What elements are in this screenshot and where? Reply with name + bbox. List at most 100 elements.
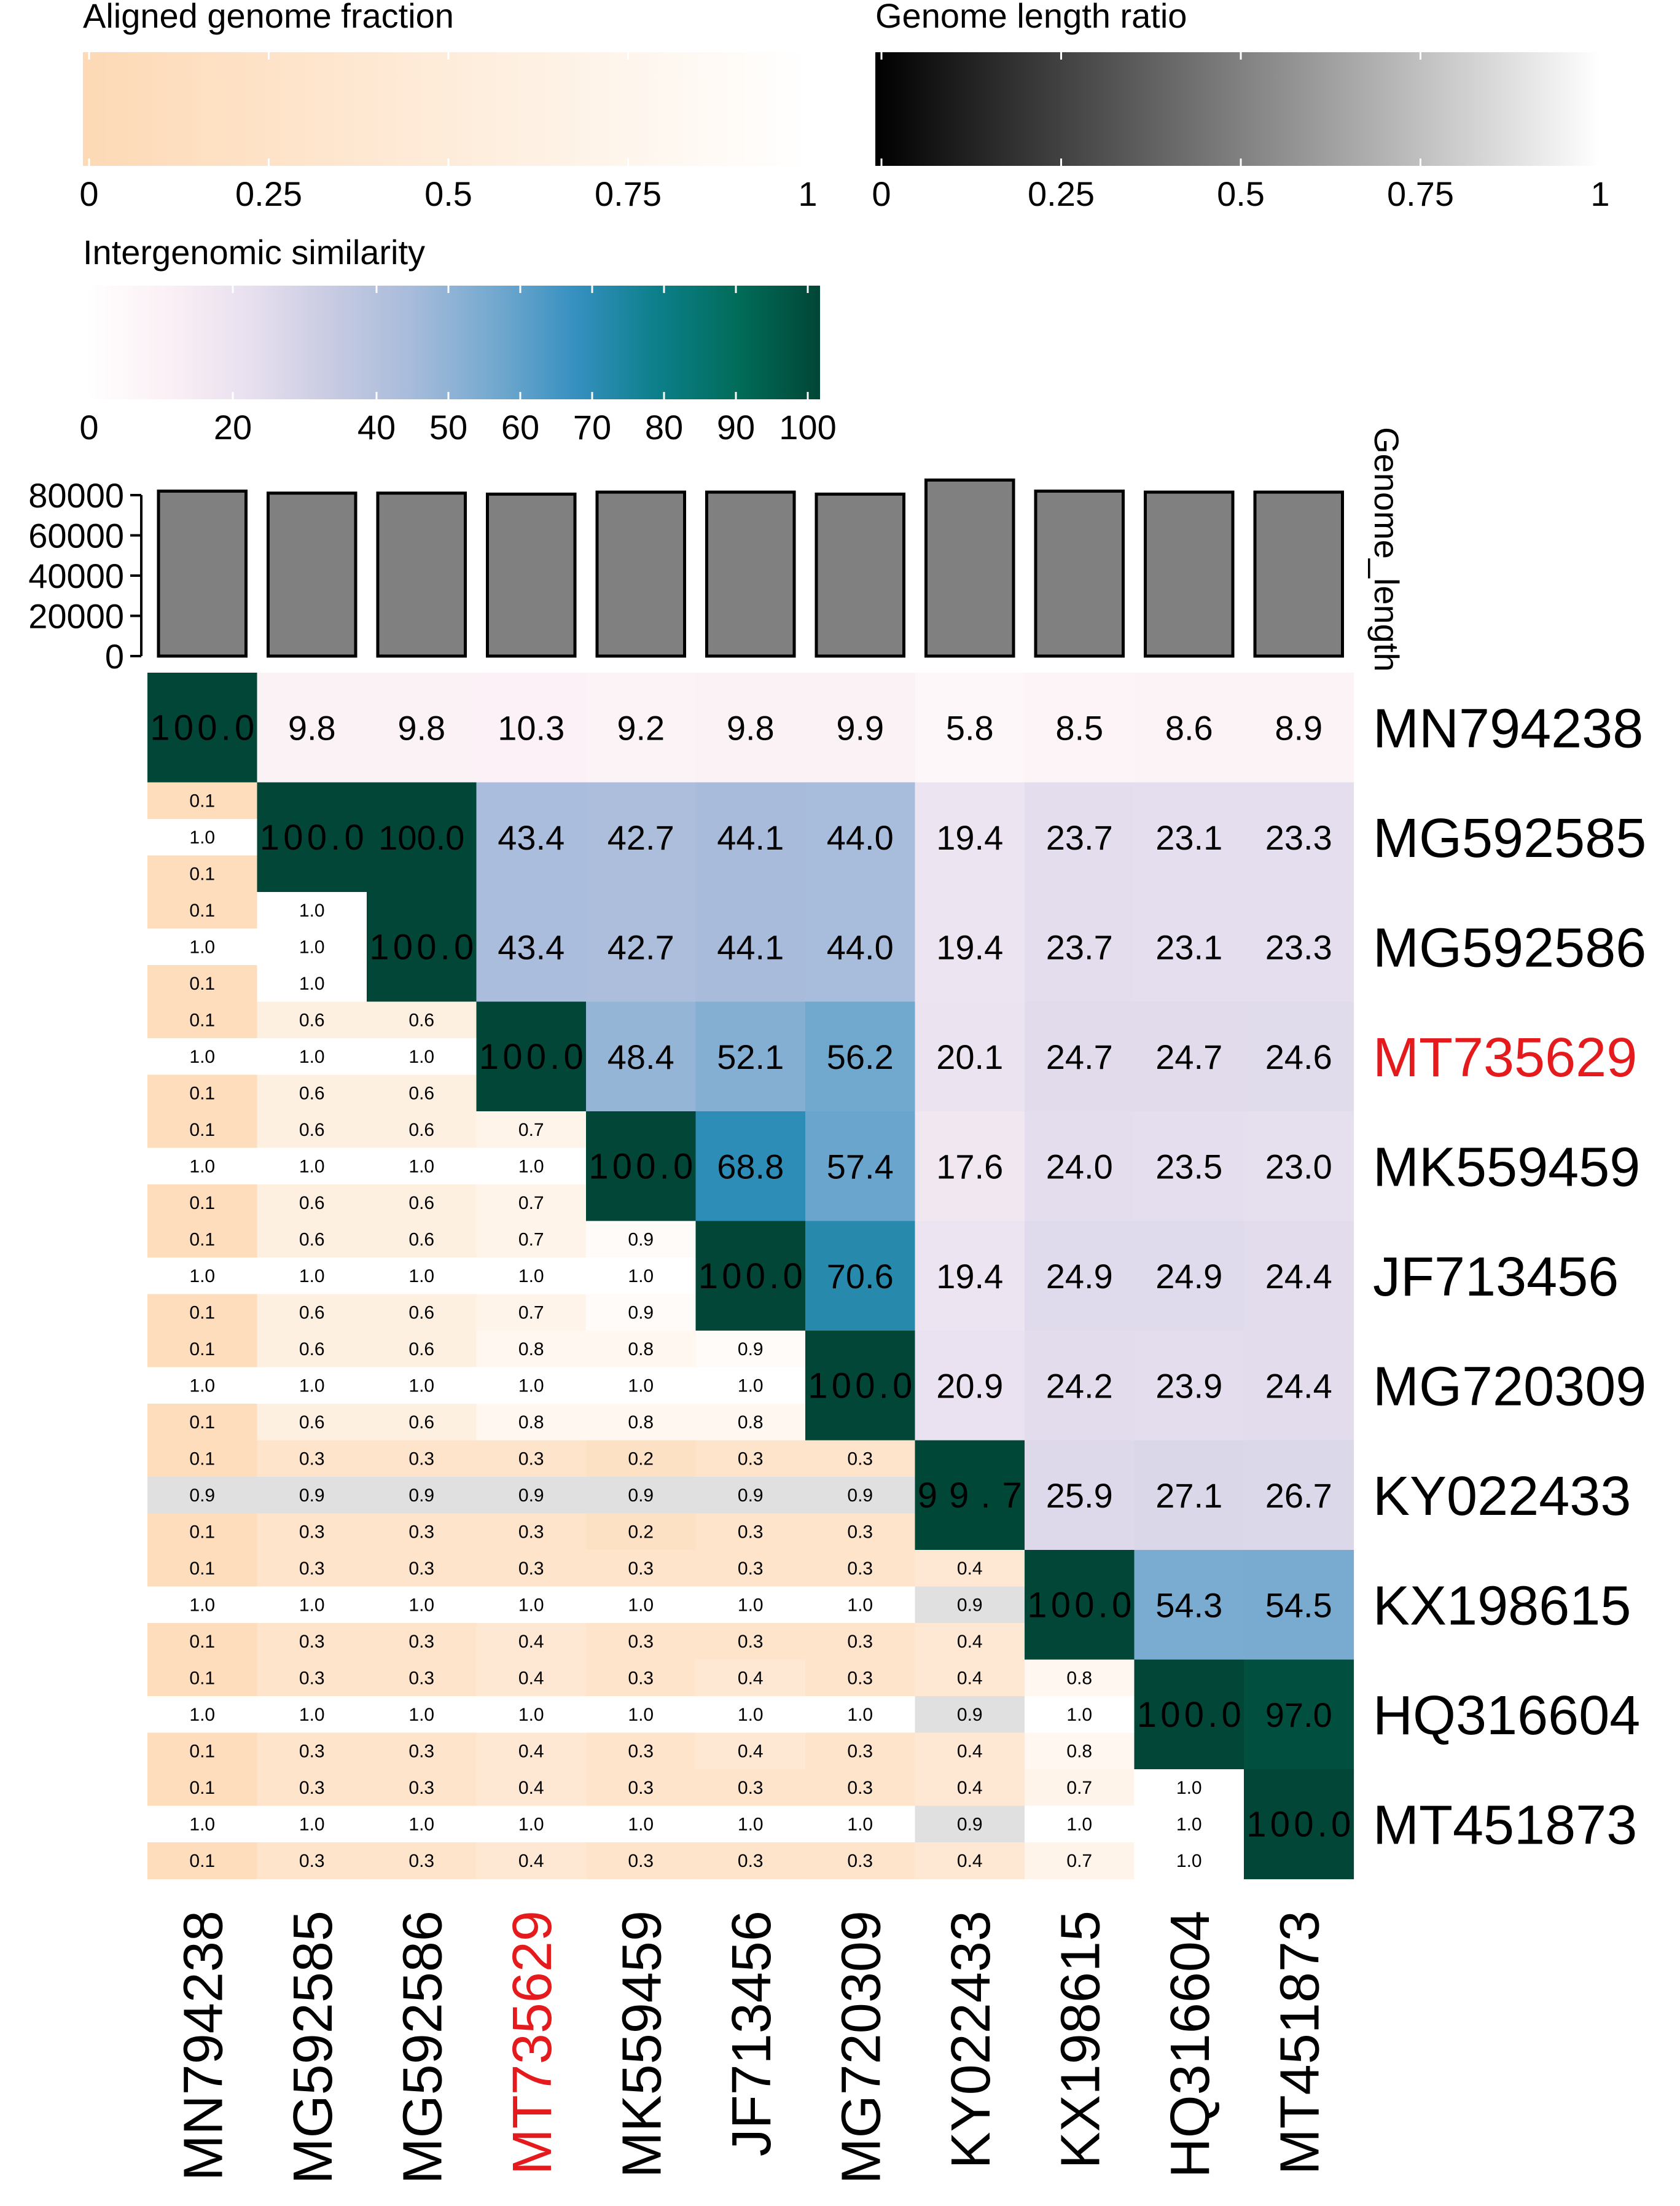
aligned-fraction-cell: [805, 1513, 916, 1551]
length-ratio-value: 1.0: [189, 1375, 215, 1396]
aligned-fraction-value: 0.3: [299, 1668, 325, 1688]
length-ratio-cell: [257, 1367, 367, 1404]
aligned-fraction-cell: [257, 965, 367, 1003]
heatmap-cell: [695, 673, 806, 783]
length-ratio-value: 0.9: [957, 1814, 983, 1834]
similarity-value: 26.7: [1265, 1476, 1332, 1515]
bar-y-tick-label: 0: [105, 637, 124, 676]
heatmap-cell: [695, 1111, 806, 1222]
length-ratio-value: 1.0: [189, 1047, 215, 1067]
aligned-fraction-value: 0.1: [189, 1741, 215, 1761]
similarity-value: 70.6: [827, 1257, 894, 1296]
aligned-fraction-value: 0.3: [408, 1778, 434, 1798]
aligned-fraction-value: 0.3: [299, 1559, 325, 1579]
heatmap-cell: [805, 782, 916, 893]
length-ratio-value: 1.0: [847, 1705, 873, 1725]
aligned-fraction-cell: [147, 1001, 258, 1039]
similarity-value: 23.9: [1155, 1366, 1222, 1405]
heatmap-cell: [805, 1111, 916, 1222]
genome-length-bar: [924, 478, 1015, 658]
aligned-fraction-cell: [476, 1732, 587, 1770]
length-ratio-cell: [476, 1257, 587, 1295]
heatmap-cell: [367, 782, 477, 893]
similarity-value: 19.4: [936, 1257, 1003, 1296]
heatmap-cell: [1244, 1331, 1354, 1441]
aligned-fraction-value: 0.3: [299, 1522, 325, 1542]
aligned-fraction-value: 0.9: [628, 1302, 654, 1323]
aligned-fraction-cell: [915, 1732, 1025, 1770]
similarity-value: 52.1: [717, 1038, 784, 1076]
similarity-value: 97.0: [1265, 1696, 1332, 1734]
length-ratio-cell: [695, 1805, 806, 1843]
heatmap-cell: [915, 673, 1025, 783]
length-ratio-value: 1.0: [628, 1595, 654, 1615]
length-ratio-value: 0.9: [738, 1485, 764, 1506]
length-ratio-value: 1.0: [408, 1375, 434, 1396]
length-ratio-value: 1.0: [518, 1156, 544, 1176]
length-ratio-cell: [257, 1586, 367, 1624]
aligned-fraction-value: 0.3: [847, 1449, 873, 1469]
aligned-fraction-value: 0.3: [408, 1668, 434, 1688]
heatmap-cell: [1025, 782, 1135, 893]
aligned-fraction-cell: [257, 1001, 367, 1039]
similarity-value: 100.0: [1027, 1585, 1131, 1625]
aligned-fraction-value: 0.8: [628, 1412, 654, 1433]
length-ratio-cell: [1134, 1805, 1244, 1843]
similarity-value: 23.5: [1155, 1147, 1222, 1186]
aligned-fraction-value: 0.6: [408, 1010, 434, 1030]
aligned-fraction-value: 0.3: [628, 1559, 654, 1579]
aligned-fraction-value: 0.8: [518, 1339, 544, 1359]
aligned-fraction-cell: [695, 1769, 806, 1807]
aligned-fraction-cell: [367, 1623, 477, 1660]
similarity-value: 24.6: [1265, 1038, 1332, 1076]
similarity-value: 48.4: [608, 1038, 674, 1076]
length-ratio-value: 1.0: [189, 1814, 215, 1834]
heatmap-cell: [1244, 1550, 1354, 1660]
length-ratio-value: 1.0: [518, 1705, 544, 1725]
heatmap-cell: [1134, 1001, 1244, 1112]
length-ratio-value: 1.0: [408, 1814, 434, 1834]
length-ratio-cell: [147, 1148, 258, 1185]
heatmap-cell: [257, 673, 367, 783]
aligned-fraction-cell: [586, 1769, 697, 1807]
length-ratio-cell: [257, 1257, 367, 1295]
aligned-fraction-cell: [586, 1440, 697, 1477]
row-label: MG592586: [1373, 917, 1646, 979]
aligned-fraction-value: 0.3: [738, 1851, 764, 1871]
length-ratio-value: 1.0: [189, 1156, 215, 1176]
aligned-fraction-cell: [805, 1623, 916, 1660]
length-ratio-cell: [695, 1477, 806, 1514]
aligned-fraction-value: 0.8: [628, 1339, 654, 1359]
similarity-value: 5.8: [946, 708, 994, 747]
heatmap-cell: [1244, 1111, 1354, 1222]
aligned-fraction-value: 0.3: [847, 1741, 873, 1761]
similarity-value: 23.7: [1046, 928, 1113, 966]
aligned-fraction-value: 0.3: [847, 1632, 873, 1652]
aligned-fraction-cell: [695, 1331, 806, 1368]
aligned-fraction-value: 0.1: [189, 1559, 215, 1579]
aligned-fraction-value: 0.3: [408, 1559, 434, 1579]
similarity-value: 20.9: [936, 1366, 1003, 1405]
legend-tick-label: 0.75: [1387, 174, 1454, 213]
length-ratio-value: 0.9: [957, 1595, 983, 1615]
heatmap-cell: [1025, 1111, 1135, 1222]
similarity-value: 9.9: [836, 708, 884, 747]
similarity-value: 24.4: [1265, 1366, 1332, 1405]
aligned-fraction-value: 0.4: [518, 1778, 544, 1798]
heatmap-cell: [1244, 1221, 1354, 1331]
aligned-fraction-value: 0.4: [518, 1668, 544, 1688]
heatmap-cell: [695, 782, 806, 893]
aligned-fraction-cell: [915, 1623, 1025, 1660]
aligned-fraction-value: 0.3: [518, 1522, 544, 1542]
length-ratio-cell: [476, 1696, 587, 1734]
heatmap-cell: [1244, 1659, 1354, 1770]
aligned-fraction-value: 0.7: [518, 1193, 544, 1213]
similarity-value: 24.7: [1155, 1038, 1222, 1076]
aligned-fraction-cell: [805, 1769, 916, 1807]
bar-y-tick-label: 40000: [28, 557, 124, 595]
legend-aligned-genome-fraction: Aligned genome fraction 0 0.25 0.5 0.75 1: [79, 0, 817, 213]
length-ratio-value: 0.9: [299, 1485, 325, 1506]
row-label: MG720309: [1373, 1356, 1646, 1417]
aligned-fraction-cell: [586, 1294, 697, 1331]
